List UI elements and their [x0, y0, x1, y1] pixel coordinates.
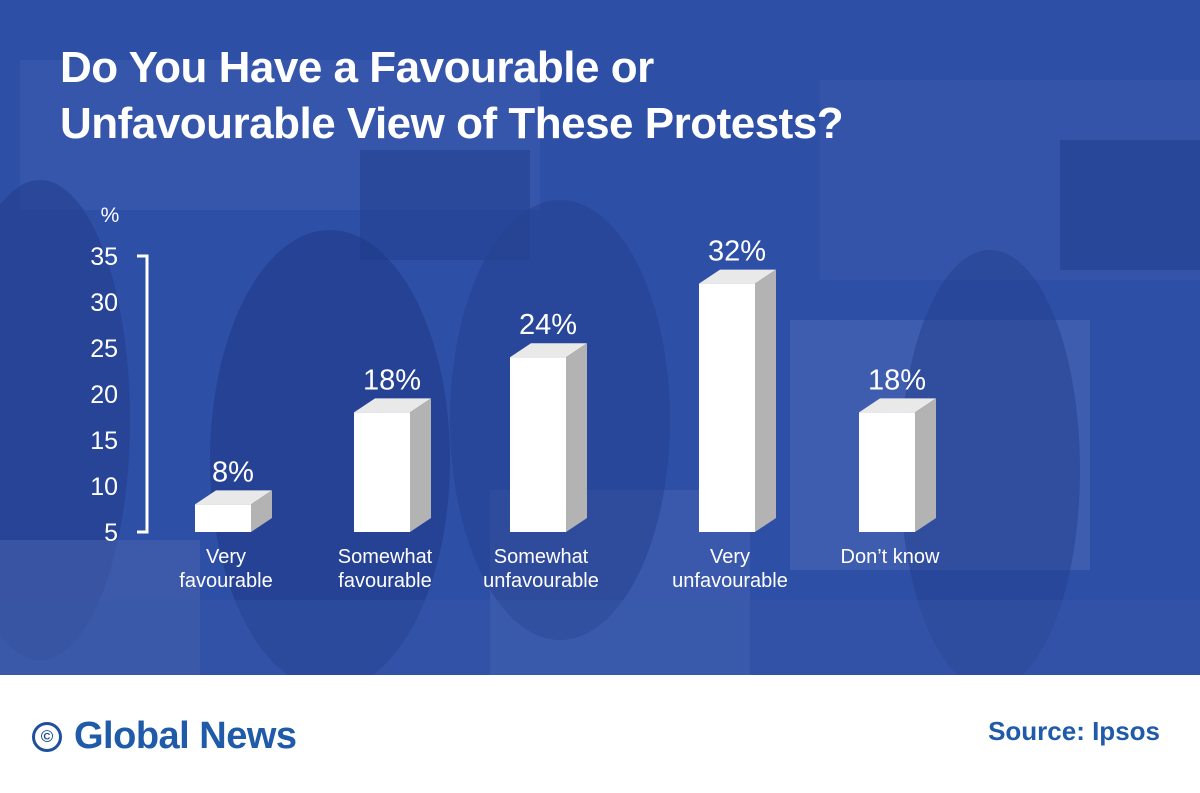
bar — [510, 343, 587, 532]
bar-front — [195, 504, 251, 532]
data-label: 24% — [519, 309, 577, 341]
bars — [195, 269, 936, 532]
background-photo — [0, 0, 1200, 675]
y-tick-label: 15 — [90, 427, 118, 455]
bar-side — [251, 490, 272, 532]
y-axis: % 5 10 15 20 25 30 35 — [90, 204, 149, 547]
x-category-label: favourable — [179, 570, 272, 592]
bar — [354, 398, 431, 532]
data-label: 18% — [363, 364, 421, 396]
y-tick-label: 20 — [90, 381, 118, 409]
x-category-label: Don’t know — [841, 546, 940, 568]
data-labels: 8% 18% 24% 32% 18% — [212, 236, 926, 489]
x-axis-categories: VeryfavourableSomewhatfavourableSomewhat… — [179, 546, 940, 592]
x-category-label: Somewhat — [338, 546, 433, 568]
bar-side — [566, 343, 587, 532]
y-tick-label: 10 — [90, 473, 118, 501]
copyright-icon: © — [32, 721, 62, 752]
x-category-label: Very — [206, 546, 246, 568]
footer: © Global News Source: Ipsos — [0, 675, 1200, 793]
data-label: 32% — [708, 236, 766, 268]
bar-top — [510, 343, 587, 358]
brand: © Global News — [32, 715, 297, 758]
chart-panel: Do You Have a Favourable or Unfavourable… — [0, 0, 1200, 675]
bar-front — [859, 412, 915, 532]
brand-name: Global News — [74, 715, 297, 757]
x-category-label: Very — [710, 546, 750, 568]
chart-title-line-1: Do You Have a Favourable or — [60, 43, 654, 92]
data-label: 18% — [868, 364, 926, 396]
y-tick-label: 5 — [104, 519, 118, 547]
bar-front — [699, 283, 755, 532]
bar-side — [915, 398, 936, 532]
bar-side — [410, 398, 431, 532]
y-tick-label: 30 — [90, 289, 118, 317]
y-axis-line — [137, 254, 149, 534]
data-label: 8% — [212, 456, 254, 488]
bar-top — [699, 269, 776, 284]
bar-top — [354, 398, 431, 413]
bar — [195, 490, 272, 532]
bar — [859, 398, 936, 532]
bar-top — [859, 398, 936, 413]
y-tick-label: 35 — [90, 243, 118, 271]
chart-title-line-2: Unfavourable View of These Protests? — [60, 99, 844, 148]
bar — [699, 269, 776, 532]
bar-front — [510, 357, 566, 532]
x-category-label: unfavourable — [672, 570, 788, 592]
chart-title: Do You Have a Favourable or Unfavourable… — [60, 40, 844, 152]
x-category-label: unfavourable — [483, 570, 599, 592]
y-tick-label: 25 — [90, 335, 118, 363]
x-category-label: Somewhat — [494, 546, 589, 568]
y-axis-unit: % — [101, 204, 120, 227]
bar-top — [195, 490, 272, 505]
bar-side — [755, 269, 776, 532]
source-credit: Source: Ipsos — [988, 716, 1160, 746]
x-category-label: favourable — [338, 570, 431, 592]
bar-front — [354, 412, 410, 532]
